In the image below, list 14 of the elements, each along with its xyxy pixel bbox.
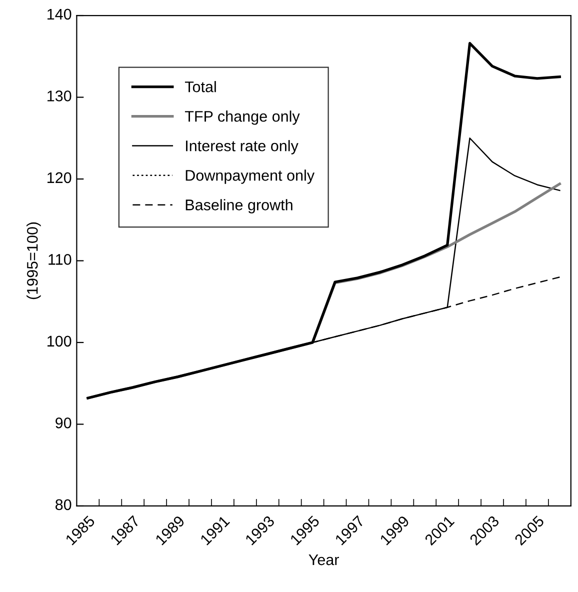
y-tick-label: 80 (56, 499, 72, 510)
y-tick-label: 130 (48, 90, 72, 102)
y-tick-label: 120 (48, 172, 72, 184)
legend-label: Total (184, 81, 216, 92)
y-tick-label: 110 (48, 254, 72, 265)
legend-label: Downpayment only (186, 170, 315, 184)
legend-label: TFP change only (184, 110, 300, 125)
legend-label: Baseline growth (186, 199, 292, 214)
legend-label: Interest rate only (186, 140, 298, 154)
y-tick-label: 140 (48, 8, 72, 20)
y-tick-label: 90 (56, 418, 72, 428)
y-tick-label: 100 (48, 336, 72, 347)
y-axis-title: (1995=100) (26, 222, 41, 300)
x-axis-title: Year (308, 554, 339, 566)
